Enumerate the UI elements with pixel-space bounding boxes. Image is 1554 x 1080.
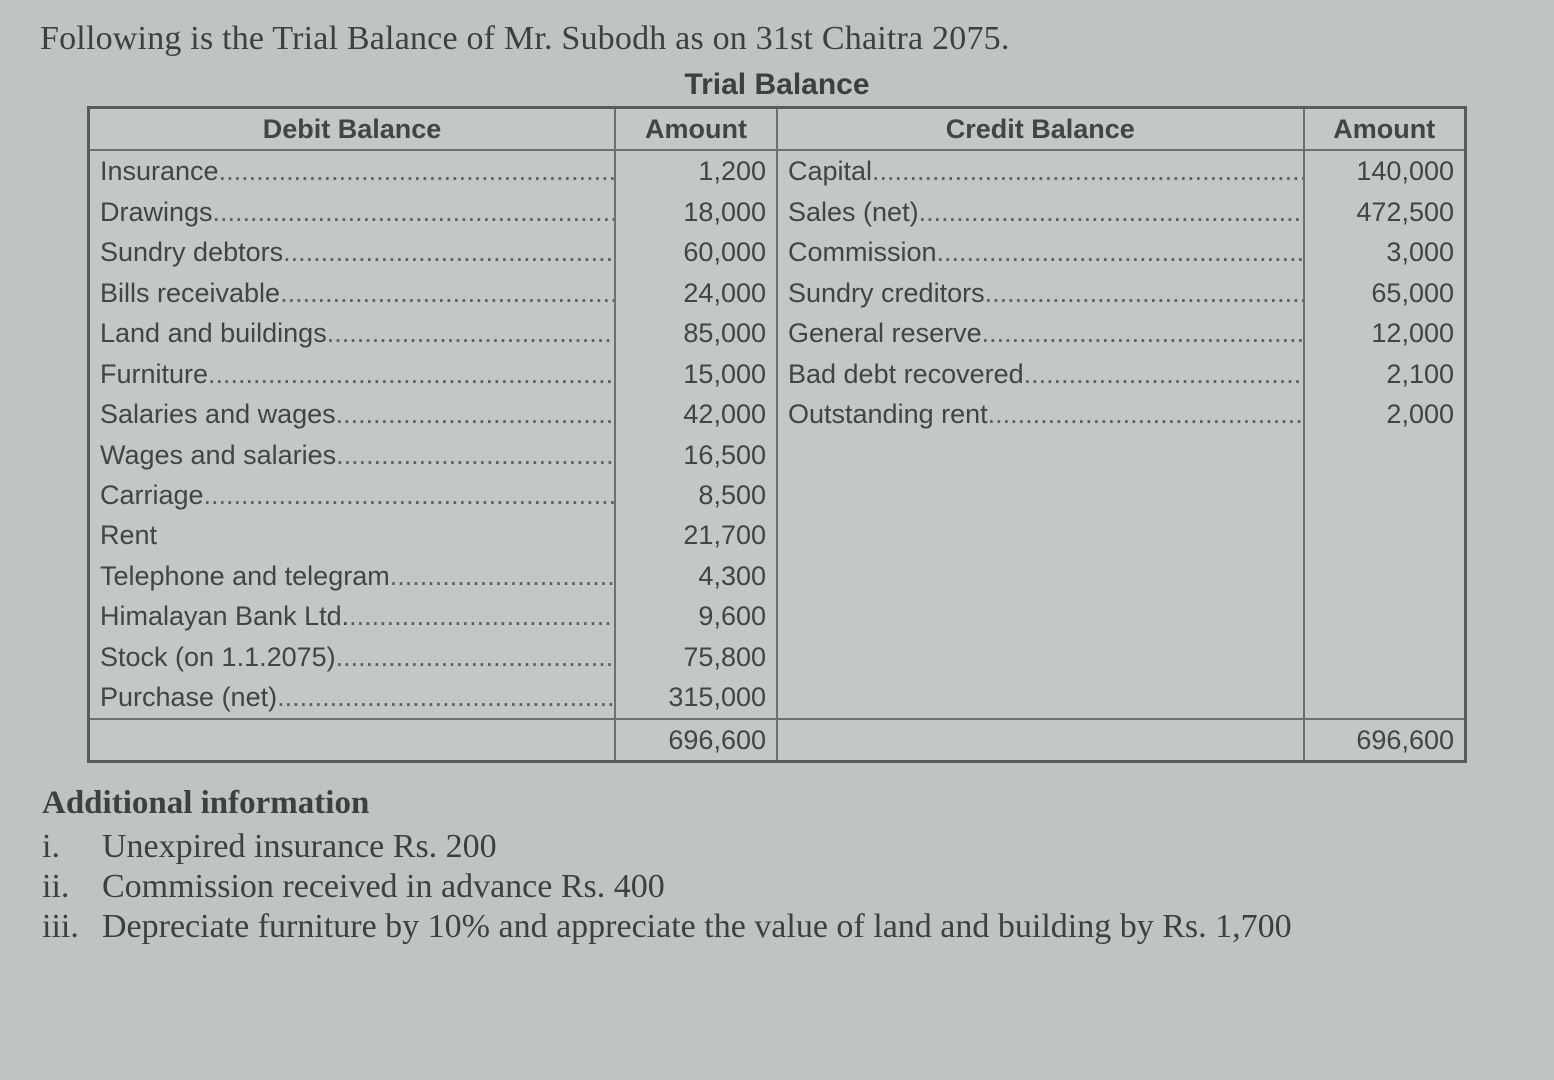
debit-amount: 24,000	[615, 273, 777, 313]
debit-label: Land and buildings......................…	[89, 313, 616, 353]
table-row: Land and buildings......................…	[89, 313, 1466, 353]
debit-label: Telephone and telegram..................…	[89, 556, 616, 596]
table-title: Trial Balance	[40, 68, 1514, 102]
debit-label: Carriage................................…	[89, 475, 616, 515]
credit-label: Bad debt recovered......................…	[777, 354, 1304, 394]
table-row: Furniture...............................…	[89, 354, 1466, 394]
col-debit-balance: Debit Balance	[89, 108, 616, 151]
credit-amount: 3,000	[1304, 232, 1466, 272]
debit-amount: 9,600	[615, 596, 777, 636]
debit-amount: 15,000	[615, 354, 777, 394]
debit-label: Drawings................................…	[89, 192, 616, 232]
debit-label: Wages and salaries......................…	[89, 435, 616, 475]
table-row: Salaries and wages......................…	[89, 394, 1466, 434]
table-row: Sundry debtors..........................…	[89, 232, 1466, 272]
debit-amount: 42,000	[615, 394, 777, 434]
intro-text: Following is the Trial Balance of Mr. Su…	[40, 20, 1514, 58]
debit-label: Himalayan Bank Ltd......................…	[89, 596, 616, 636]
debit-amount: 315,000	[615, 677, 777, 718]
credit-label	[777, 435, 1304, 475]
credit-amount	[1304, 596, 1466, 636]
table-row: Himalayan Bank Ltd......................…	[89, 596, 1466, 636]
table-row: Telephone and telegram..................…	[89, 556, 1466, 596]
debit-label: Insurance...............................…	[89, 150, 616, 191]
debit-label: Bills receivable........................…	[89, 273, 616, 313]
credit-amount	[1304, 435, 1466, 475]
credit-total-amount: 696,600	[1304, 719, 1466, 762]
debit-total-label	[89, 719, 616, 762]
credit-label	[777, 475, 1304, 515]
credit-label	[777, 556, 1304, 596]
debit-amount: 60,000	[615, 232, 777, 272]
additional-info-item: ii.Commission received in advance Rs. 40…	[42, 868, 1514, 906]
debit-amount: 75,800	[615, 637, 777, 677]
debit-label: Salaries and wages......................…	[89, 394, 616, 434]
credit-label: Capital.................................…	[777, 150, 1304, 191]
list-text: Depreciate furniture by 10% and apprecia…	[102, 908, 1292, 946]
col-amount-credit: Amount	[1304, 108, 1466, 151]
credit-amount	[1304, 637, 1466, 677]
table-row: Carriage................................…	[89, 475, 1466, 515]
debit-amount: 4,300	[615, 556, 777, 596]
credit-amount: 140,000	[1304, 150, 1466, 191]
table-row: Wages and salaries......................…	[89, 435, 1466, 475]
debit-amount: 16,500	[615, 435, 777, 475]
credit-amount	[1304, 475, 1466, 515]
table-row: Rent21,700	[89, 515, 1466, 555]
credit-amount: 2,000	[1304, 394, 1466, 434]
debit-amount: 85,000	[615, 313, 777, 353]
list-marker: ii.	[42, 868, 102, 906]
debit-amount: 18,000	[615, 192, 777, 232]
trial-balance-table-wrap: Debit Balance Amount Credit Balance Amou…	[87, 106, 1467, 763]
credit-label: Sundry creditors........................…	[777, 273, 1304, 313]
table-header-row: Debit Balance Amount Credit Balance Amou…	[89, 108, 1466, 151]
credit-amount: 2,100	[1304, 354, 1466, 394]
table-row: Bills receivable........................…	[89, 273, 1466, 313]
list-marker: i.	[42, 828, 102, 866]
additional-info-item: i.Unexpired insurance Rs. 200	[42, 828, 1514, 866]
credit-label	[777, 515, 1304, 555]
additional-info-list: i.Unexpired insurance Rs. 200ii.Commissi…	[42, 828, 1514, 946]
list-marker: iii.	[42, 908, 102, 946]
table-row: Insurance...............................…	[89, 150, 1466, 191]
credit-amount	[1304, 677, 1466, 718]
debit-amount: 1,200	[615, 150, 777, 191]
credit-label: Outstanding rent........................…	[777, 394, 1304, 434]
col-credit-balance: Credit Balance	[777, 108, 1304, 151]
trial-balance-table: Debit Balance Amount Credit Balance Amou…	[87, 106, 1467, 763]
credit-label: General reserve.........................…	[777, 313, 1304, 353]
table-row: Drawings................................…	[89, 192, 1466, 232]
additional-info-title: Additional information	[42, 785, 1514, 822]
credit-amount: 12,000	[1304, 313, 1466, 353]
table-row: Purchase (net)..........................…	[89, 677, 1466, 718]
credit-label	[777, 596, 1304, 636]
debit-label: Stock (on 1.1.2075).....................…	[89, 637, 616, 677]
debit-label: Sundry debtors..........................…	[89, 232, 616, 272]
table-total-row: 696,600 696,600	[89, 719, 1466, 762]
credit-label	[777, 677, 1304, 718]
page: Following is the Trial Balance of Mr. Su…	[0, 0, 1554, 946]
table-row: Stock (on 1.1.2075).....................…	[89, 637, 1466, 677]
credit-amount: 472,500	[1304, 192, 1466, 232]
additional-info-item: iii.Depreciate furniture by 10% and appr…	[42, 908, 1514, 946]
credit-label: Sales (net).............................…	[777, 192, 1304, 232]
debit-amount: 21,700	[615, 515, 777, 555]
credit-amount	[1304, 515, 1466, 555]
list-text: Unexpired insurance Rs. 200	[102, 828, 497, 866]
credit-label: Commission..............................…	[777, 232, 1304, 272]
credit-total-label	[777, 719, 1304, 762]
debit-label: Purchase (net)..........................…	[89, 677, 616, 718]
col-amount-debit: Amount	[615, 108, 777, 151]
debit-total-amount: 696,600	[615, 719, 777, 762]
debit-amount: 8,500	[615, 475, 777, 515]
credit-amount: 65,000	[1304, 273, 1466, 313]
credit-amount	[1304, 556, 1466, 596]
debit-label: Furniture...............................…	[89, 354, 616, 394]
credit-label	[777, 637, 1304, 677]
list-text: Commission received in advance Rs. 400	[102, 868, 665, 906]
debit-label: Rent	[89, 515, 616, 555]
